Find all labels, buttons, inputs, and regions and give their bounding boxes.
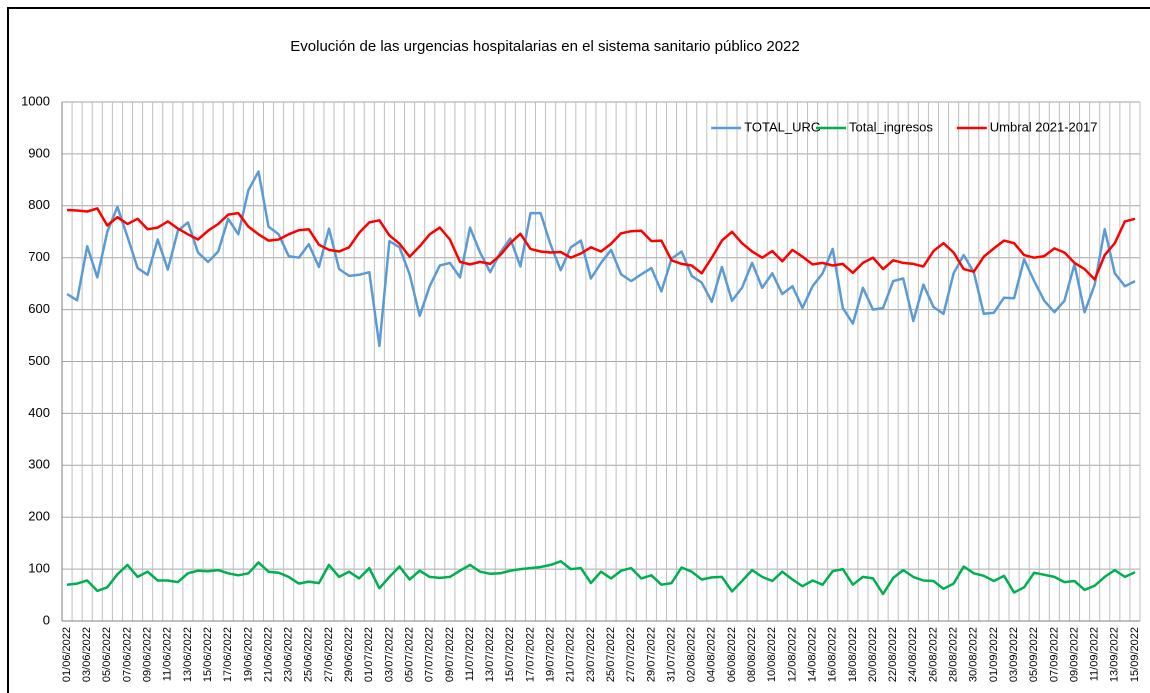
x-tick-label: 11/06/2022 bbox=[162, 627, 174, 681]
chart-frame bbox=[7, 7, 1150, 693]
x-tick-label: 29/07/2022 bbox=[645, 627, 657, 682]
legend: TOTAL_URG Total_ingresos Umbral 2021-2017 bbox=[711, 119, 1097, 134]
y-tick-label: 700 bbox=[28, 249, 50, 264]
series-line bbox=[66, 170, 1136, 348]
x-tick-label: 05/09/2022 bbox=[1028, 627, 1040, 682]
x-tick-label: 25/07/2022 bbox=[605, 627, 617, 682]
x-tick-label: 12/08/2022 bbox=[786, 627, 798, 682]
x-tick-label: 22/08/2022 bbox=[887, 627, 899, 682]
y-tick-label: 800 bbox=[28, 197, 50, 212]
x-tick-label: 02/08/2022 bbox=[686, 627, 698, 682]
series-line bbox=[66, 560, 1136, 596]
x-tick-label: 13/06/2022 bbox=[182, 627, 194, 682]
x-tick-label: 24/08/2022 bbox=[907, 627, 919, 682]
x-tick-label: 29/06/2022 bbox=[343, 627, 355, 682]
y-tick-label: 300 bbox=[28, 457, 50, 472]
x-tick-label: 01/09/2022 bbox=[988, 627, 1000, 682]
x-tick-label: 20/08/2022 bbox=[867, 627, 879, 682]
x-tick-label: 19/06/2022 bbox=[242, 627, 254, 682]
x-tick-label: 03/06/2022 bbox=[81, 627, 93, 682]
plot bbox=[66, 170, 1136, 596]
x-tick-label: 18/08/2022 bbox=[847, 627, 859, 682]
y-tick-label: 0 bbox=[43, 612, 50, 627]
x-tick-label: 11/09/2022 bbox=[1089, 627, 1101, 681]
x-tick-label: 07/06/2022 bbox=[121, 627, 133, 682]
legend-label: Umbral 2021-2017 bbox=[990, 119, 1098, 134]
x-tick-label: 07/07/2022 bbox=[424, 627, 436, 682]
x-tick-label: 23/06/2022 bbox=[283, 627, 295, 682]
grid bbox=[61, 101, 1141, 622]
x-tick-label: 09/07/2022 bbox=[444, 627, 456, 682]
x-tick-label: 17/07/2022 bbox=[524, 627, 536, 682]
chart-title: Evolución de las urgencias hospitalarias… bbox=[290, 38, 799, 55]
x-tick-label: 07/09/2022 bbox=[1048, 627, 1060, 682]
x-tick-label: 15/06/2022 bbox=[202, 627, 214, 682]
x-tick-label: 23/07/2022 bbox=[585, 627, 597, 682]
y-tick-label: 200 bbox=[28, 509, 50, 524]
x-tick-label: 11/07/2022 bbox=[464, 627, 476, 681]
x-tick-label: 06/08/2022 bbox=[726, 627, 738, 682]
x-tick-label: 09/09/2022 bbox=[1068, 627, 1080, 682]
y-tick-label: 400 bbox=[28, 405, 50, 420]
x-tick-label: 05/06/2022 bbox=[101, 627, 113, 682]
x-tick-label: 03/07/2022 bbox=[383, 627, 395, 682]
x-tick-label: 21/07/2022 bbox=[565, 627, 577, 682]
x-tick-label: 04/08/2022 bbox=[706, 627, 718, 682]
legend-label: TOTAL_URG bbox=[744, 119, 821, 134]
x-tick-label: 31/07/2022 bbox=[665, 627, 677, 682]
x-tick-label: 21/06/2022 bbox=[262, 627, 274, 682]
x-tick-label: 08/08/2022 bbox=[746, 627, 758, 682]
x-tick-label: 25/06/2022 bbox=[303, 627, 315, 682]
x-tick-label: 14/08/2022 bbox=[806, 627, 818, 682]
y-tick-label: 600 bbox=[28, 301, 50, 316]
x-tick-label: 19/07/2022 bbox=[545, 627, 557, 682]
x-tick-label: 28/08/2022 bbox=[948, 627, 960, 682]
y-tick-label: 500 bbox=[28, 353, 50, 368]
x-tick-label: 27/06/2022 bbox=[323, 627, 335, 682]
x-tick-label: 13/09/2022 bbox=[1109, 627, 1121, 682]
x-tick-label: 27/07/2022 bbox=[625, 627, 637, 682]
x-tick-label: 30/08/2022 bbox=[968, 627, 980, 682]
x-tick-label: 15/07/2022 bbox=[504, 627, 516, 682]
x-tick-label: 16/08/2022 bbox=[827, 627, 839, 682]
x-tick-label: 10/08/2022 bbox=[766, 627, 778, 682]
legend-label: Total_ingresos bbox=[849, 119, 933, 134]
y-tick-label: 1000 bbox=[21, 93, 50, 108]
x-tick-label: 01/06/2022 bbox=[61, 627, 73, 682]
x-tick-label: 17/06/2022 bbox=[222, 627, 234, 682]
x-tick-label: 13/07/2022 bbox=[484, 627, 496, 682]
x-tick-label: 05/07/2022 bbox=[403, 627, 415, 682]
y-tick-label: 100 bbox=[28, 561, 50, 576]
x-tick-label: 09/06/2022 bbox=[142, 627, 154, 682]
x-tick-label: 03/09/2022 bbox=[1008, 627, 1020, 682]
x-tick-label: 15/09/2022 bbox=[1129, 627, 1141, 682]
x-tick-label: 26/08/2022 bbox=[927, 627, 939, 682]
x-tick-label: 01/07/2022 bbox=[363, 627, 375, 682]
series-line bbox=[66, 207, 1136, 281]
y-tick-label: 900 bbox=[28, 145, 50, 160]
